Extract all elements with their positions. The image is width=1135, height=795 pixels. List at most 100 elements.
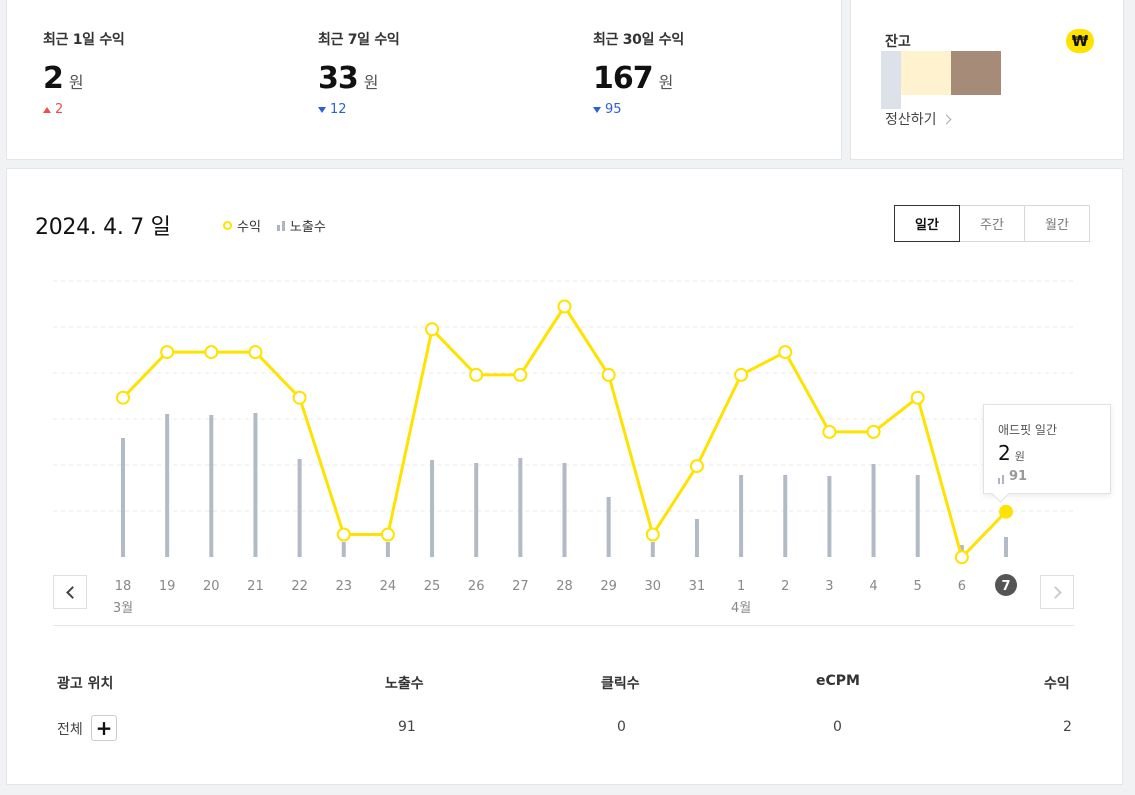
table-cell-revenue: 2 [1063,719,1072,735]
tab-weekly[interactable]: 주간 [959,205,1025,242]
tooltip-title: 애드핏 일간 [998,423,1058,437]
month-label: 3월 [113,601,133,616]
prev-page-button[interactable] [53,575,87,609]
chevron-left-icon [65,585,79,599]
stat-value-row: 33 원 [318,61,400,96]
period-tabs: 일간 주간 월간 [894,205,1090,242]
stat-value-row: 2 원 [43,61,125,96]
impressions-bar [430,460,435,557]
revenue-point [204,345,219,360]
impressions-bar [783,475,788,557]
chevron-right-icon [941,114,951,124]
stat-label: 최근 1일 수익 [43,32,125,48]
revenue-chart: 18 19 20 21 22 23 24 25 26 27 28 29 30 31 1 2 3 4 5 6 73월 4월 [53,280,1074,616]
x-tick-label: 7 [1001,579,1010,594]
impressions-bar [915,475,920,557]
down-triangle-icon [318,106,326,113]
stat-label: 최근 7일 수익 [318,32,400,48]
revenue-point [469,367,484,382]
x-tick-label: 28 [556,579,573,594]
stat-delta: 12 [318,102,400,117]
redacted-balance-block [901,51,951,95]
settle-link[interactable]: 정산하기 [885,109,951,129]
revenue-point [248,345,263,360]
stat-value: 167 [593,61,654,96]
stat-unit: 원 [68,73,84,92]
impressions-bar [474,463,479,557]
revenue-point [336,527,351,542]
table-cell-ecpm: 0 [833,719,842,735]
table-cell-impressions: 91 [398,719,416,735]
stat-1day: 최근 1일 수익 2 원 2 [43,29,125,117]
x-tick-label: 31 [689,579,706,594]
tab-daily[interactable]: 일간 [894,205,960,242]
stat-unit: 원 [658,73,674,92]
x-tick-label: 23 [335,579,352,594]
legend-revenue-label: 수익 [237,220,261,235]
impressions-bar [253,413,258,557]
impressions-bar [650,542,655,557]
x-tick-label: 26 [468,579,485,594]
impressions-bar [209,415,214,557]
table-header-clicks: 클릭수 [601,676,640,692]
tooltip-unit: 원 [1014,450,1025,463]
chart-date-title: 2024. 4. 7 일 [35,215,171,240]
impressions-bar [518,458,523,557]
revenue-point [292,390,307,405]
month-label: 4월 [731,601,751,616]
impressions-bar [827,476,832,557]
tooltip-impressions: 91 [998,469,1027,484]
expand-button[interactable]: + [91,715,117,741]
redacted-balance-block [951,51,1001,95]
balance-card: 잔고 ₩ 정산하기 [850,0,1124,160]
chevron-right-icon [1048,585,1062,599]
x-tick-label: 21 [247,579,264,594]
revenue-point [116,390,130,405]
impressions-icon [1002,475,1004,484]
revenue-point [954,550,969,565]
revenue-point [601,367,616,382]
chart-tooltip: 애드핏 일간 2 원 91 [983,404,1111,494]
x-tick-label: 18 [115,579,132,594]
x-tick-label: 5 [914,579,922,594]
table-header-placement: 광고 위치 [57,676,114,692]
table-row-label: 전체 [57,722,83,738]
x-tick-label: 20 [203,579,220,594]
table-header-revenue: 수익 [1044,676,1070,692]
x-tick-label: 2 [781,579,789,594]
next-page-button[interactable] [1040,575,1074,609]
legend-impressions-label: 노출수 [289,220,326,235]
table-header-impressions: 노출수 [385,676,424,692]
revenue-point [557,299,572,314]
x-tick-label: 22 [291,579,308,594]
x-tick-label: 24 [380,579,397,594]
impressions-bar [1004,537,1008,557]
x-tick-label: 30 [645,579,662,594]
stat-delta-value: 2 [55,102,64,117]
revenue-point [645,527,660,542]
stat-7day: 최근 7일 수익 33 원 12 [318,29,400,117]
selected-day-marker [995,574,1017,596]
impressions-bar [694,519,699,557]
stat-label: 최근 30일 수익 [593,32,684,48]
stat-delta-value: 95 [605,102,622,117]
stat-delta: 2 [43,102,125,117]
balance-title: 잔고 [885,34,911,50]
impressions-legend-icon [276,220,285,231]
revenue-point [866,424,881,439]
stat-value: 33 [318,61,359,96]
x-tick-label: 1 [737,579,745,594]
table-cell-clicks: 0 [617,719,626,735]
tab-monthly[interactable]: 월간 [1024,205,1090,242]
x-tick-label: 19 [159,579,176,594]
revenue-point [999,504,1013,519]
revenue-point [778,345,793,360]
tooltip-impressions-value: 91 [1009,469,1028,484]
impressions-bar [385,542,390,557]
revenue-point [822,424,837,439]
impressions-bar [606,497,611,557]
table-header-ecpm: eCPM [816,673,860,689]
revenue-point [425,322,440,337]
stat-value: 2 [43,61,64,96]
stat-delta-value: 12 [330,102,347,117]
